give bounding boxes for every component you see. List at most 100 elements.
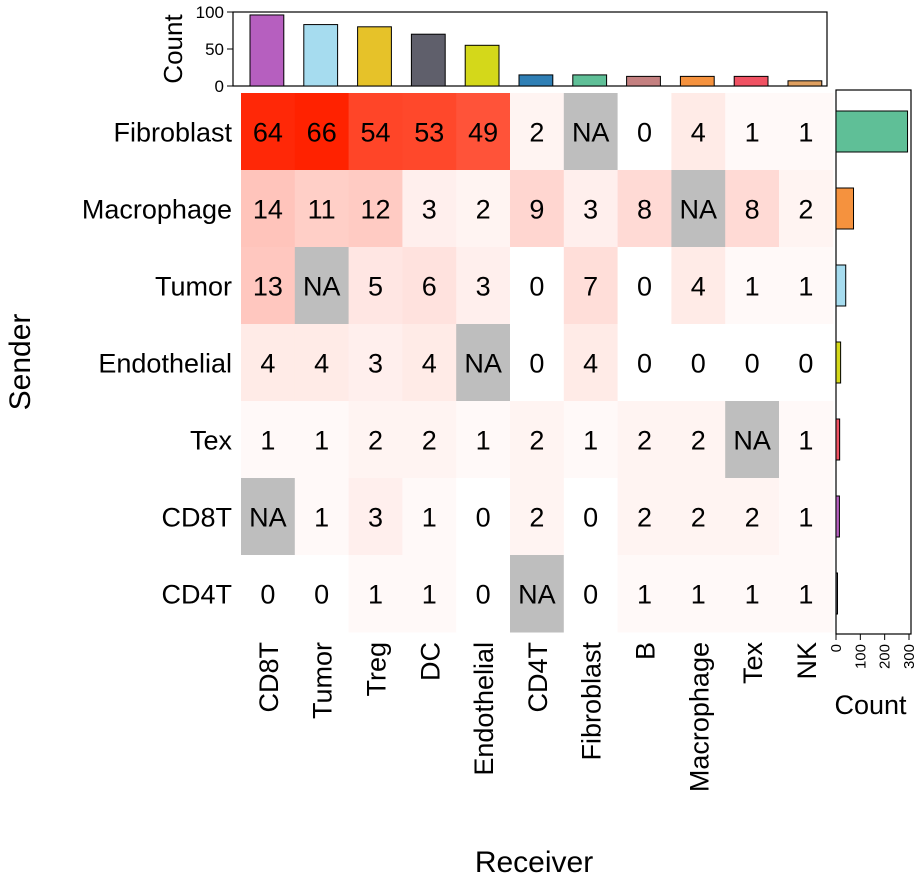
- heatmap-cell: [671, 170, 726, 248]
- heatmap-cell: [241, 324, 296, 402]
- cell-value-label: 1: [745, 580, 760, 610]
- cell-value-label: 1: [745, 272, 760, 302]
- cell-value-label: 2: [422, 426, 437, 456]
- x-axis-title: Receiver: [475, 846, 593, 879]
- heatmap-cell: [563, 401, 619, 479]
- heatmap-cell: [456, 478, 511, 556]
- heatmap-cell: [725, 555, 780, 633]
- heatmap-cell: [294, 401, 350, 479]
- heatmap-cell: [241, 401, 296, 479]
- cell-value-label: 6: [422, 272, 437, 302]
- cell-value-label: 12: [360, 195, 390, 225]
- cell-value-label: 53: [414, 118, 444, 148]
- cell-value-label: NA: [249, 503, 287, 533]
- top-bar: [626, 75, 661, 87]
- cell-value-label: 2: [691, 426, 706, 456]
- cell-value-label: 1: [637, 580, 652, 610]
- cell-value-label: 4: [260, 349, 275, 379]
- top-tick-label: 50: [205, 40, 224, 59]
- heatmap-cell: [671, 401, 726, 479]
- cell-value-label: 0: [691, 349, 706, 379]
- cell-value-label: 9: [529, 195, 544, 225]
- top-bar-axis-title: Count: [158, 14, 188, 84]
- right-tick-label: 100: [852, 644, 869, 669]
- cell-value-label: 4: [691, 272, 706, 302]
- cell-value-label: 0: [637, 118, 652, 148]
- heatmap-cell: [294, 478, 350, 556]
- cell-value-label: NA: [464, 349, 502, 379]
- cell-value-label: 64: [253, 118, 283, 148]
- cell-value-label: 1: [368, 580, 383, 610]
- cell-value-label: 2: [637, 503, 652, 533]
- heatmap-cell: [725, 93, 780, 171]
- right-bar: [835, 187, 855, 230]
- cell-value-label: 0: [637, 272, 652, 302]
- right-bar: [835, 495, 840, 538]
- heatmap-cell: [348, 401, 403, 479]
- cell-value-label: NA: [572, 118, 610, 148]
- heatmap-cell: [671, 247, 726, 325]
- right-bar: [835, 264, 847, 307]
- heatmap-cell: [725, 170, 780, 248]
- cell-value-label: 3: [368, 503, 383, 533]
- heatmap-cell: [563, 478, 619, 556]
- cell-value-label: 3: [422, 195, 437, 225]
- heatmap-cell: [617, 170, 672, 248]
- cell-value-label: 2: [798, 195, 813, 225]
- heatmap-cell: [402, 93, 457, 171]
- heatmap-cell: [402, 170, 457, 248]
- heatmap-cell: [348, 93, 403, 171]
- heatmap-cell: [241, 93, 296, 171]
- row-label: Macrophage: [82, 195, 232, 225]
- cell-value-label: 1: [583, 426, 598, 456]
- heatmap-cell: [779, 170, 834, 248]
- cell-value-label: 8: [745, 195, 760, 225]
- top-tick-label: 100: [196, 3, 224, 22]
- heatmap-cell: [563, 93, 619, 171]
- cell-value-label: 0: [260, 580, 275, 610]
- cell-value-label: 0: [476, 580, 491, 610]
- heatmap-cell: [779, 555, 834, 633]
- heatmap-cell: [725, 247, 780, 325]
- heatmap-cell: [241, 170, 296, 248]
- heatmap-cell: [456, 247, 511, 325]
- heatmap-cell: [671, 93, 726, 171]
- top-tick-label: 0: [215, 77, 224, 96]
- cell-value-label: 3: [583, 195, 598, 225]
- y-axis-title: Sender: [4, 314, 37, 411]
- heatmap-cell: [779, 324, 834, 402]
- cell-value-label: 2: [529, 503, 544, 533]
- heatmap-cell: [563, 170, 619, 248]
- heatmap-cell: [402, 478, 457, 556]
- column-label: Treg: [362, 642, 392, 697]
- cell-value-label: 2: [529, 118, 544, 148]
- cell-value-label: 4: [422, 349, 437, 379]
- cell-value-label: 66: [307, 118, 337, 148]
- cell-value-label: 1: [798, 118, 813, 148]
- cell-value-label: 2: [529, 426, 544, 456]
- top-bar: [410, 33, 446, 87]
- heatmap-cell: [779, 93, 834, 171]
- row-label: Tumor: [155, 272, 232, 302]
- cell-value-label: 7: [583, 272, 598, 302]
- heatmap-cell: [510, 555, 565, 633]
- cell-value-label: 49: [468, 118, 498, 148]
- cell-value-label: 0: [637, 349, 652, 379]
- right-bar-axis-title: Count: [834, 690, 907, 720]
- heatmap-cell: [241, 247, 296, 325]
- heatmap-cell: [456, 401, 511, 479]
- top-bar: [464, 44, 500, 87]
- cell-value-label: 1: [260, 426, 275, 456]
- heatmap-cell: [563, 555, 619, 633]
- cell-value-label: 1: [314, 503, 329, 533]
- heatmap-cell: [456, 324, 511, 402]
- cell-value-label: 0: [529, 349, 544, 379]
- cell-value-label: 8: [637, 195, 652, 225]
- cell-value-label: 1: [314, 426, 329, 456]
- heatmap-cell: [348, 478, 403, 556]
- top-bar: [249, 14, 285, 87]
- cell-value-label: 1: [476, 426, 491, 456]
- column-label: CD8T: [254, 642, 284, 713]
- cell-value-label: 0: [476, 503, 491, 533]
- cell-value-label: 4: [583, 349, 598, 379]
